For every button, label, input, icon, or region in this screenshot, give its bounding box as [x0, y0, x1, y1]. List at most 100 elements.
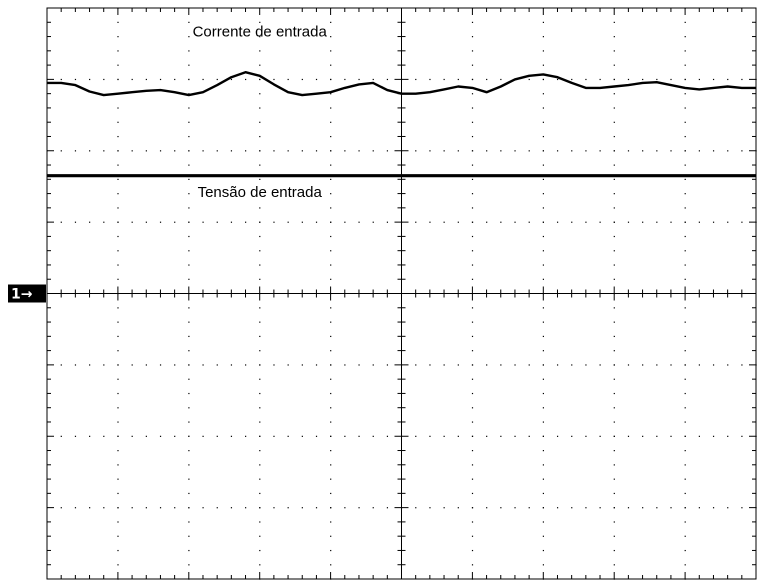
grid-dot [344, 78, 346, 81]
grid-dot [471, 435, 474, 437]
grid-dot [542, 64, 544, 66]
grid-dot [74, 435, 77, 437]
grid-dot [471, 36, 474, 38]
grid-dot [542, 564, 544, 566]
grid-dot [727, 364, 729, 366]
grid-dot [642, 435, 644, 437]
grid-dot [755, 150, 757, 152]
grid-dot [230, 78, 233, 81]
grid-dot [188, 21, 190, 23]
grid-dot [599, 435, 601, 437]
grid-dot [60, 507, 62, 509]
grid-dot [670, 150, 672, 152]
grid-dot [542, 378, 544, 380]
grid-dot [117, 164, 119, 166]
grid-dot [429, 364, 431, 366]
grid-dot [188, 364, 190, 366]
grid-dot [684, 521, 686, 523]
grid-dot [684, 564, 686, 566]
grid-dot [358, 435, 360, 437]
trace-label-input-current: Corrente de entrada [193, 24, 328, 41]
grid-dot [259, 221, 261, 223]
grid-dot [684, 78, 686, 81]
grid-dot [556, 435, 559, 437]
grid-dot [230, 507, 233, 509]
grid-dot [117, 407, 119, 409]
grid-dot [613, 307, 615, 309]
grid-dot [330, 64, 332, 66]
grid-dot [571, 507, 573, 509]
grid-dot [188, 492, 190, 495]
grid-dot [216, 150, 218, 152]
grid-dot [415, 78, 417, 81]
grid-dot [344, 150, 346, 152]
grid-dot [627, 364, 630, 366]
grid-dot [741, 435, 743, 437]
grid-dot [117, 350, 119, 352]
grid-dot [613, 278, 615, 280]
grid-dot [188, 564, 190, 566]
grid-dot [542, 50, 544, 52]
grid-dot [330, 364, 332, 366]
grid-dot [315, 150, 318, 152]
ground-marker-label: 1→ [11, 287, 33, 303]
grid-dot [188, 307, 190, 309]
grid-dot [613, 221, 615, 223]
grid-dot [202, 435, 204, 437]
grid-dot [684, 50, 686, 52]
grid-dot [471, 478, 474, 480]
grid-dot [684, 464, 686, 466]
grid-dot [330, 150, 332, 152]
grid-dot [471, 378, 474, 380]
grid-dot [174, 78, 176, 81]
grid-dot [670, 507, 672, 509]
grid-dot [103, 507, 105, 509]
grid-dot [74, 78, 77, 81]
grid-dot [514, 364, 516, 366]
grid-dot [188, 578, 190, 580]
grid-dot [202, 364, 204, 366]
grid-dot [684, 93, 686, 95]
grid-dot [386, 507, 389, 509]
grid-dot [330, 507, 332, 509]
grid-dot [159, 364, 162, 366]
grid-dot [471, 464, 474, 466]
grid-dot [755, 221, 757, 223]
grid-dot [230, 150, 233, 152]
grid-dot [542, 492, 544, 495]
grid-dot [684, 392, 686, 395]
grid-dot [259, 321, 261, 323]
grid-dot [74, 150, 77, 152]
grid-dot [443, 150, 445, 152]
grid-dot [117, 507, 119, 509]
grid-dot [471, 135, 474, 138]
grid-dot [259, 50, 261, 52]
grid-dot [514, 435, 516, 437]
grid-dot [471, 392, 474, 395]
grid-dot [259, 235, 261, 238]
grid-dot [117, 178, 119, 180]
grid-dot [259, 521, 261, 523]
grid-dot [330, 464, 332, 466]
grid-dot [117, 264, 119, 266]
grid-dot [670, 78, 672, 81]
grid-dot [259, 107, 261, 109]
grid-dot [188, 478, 190, 480]
grid-dot [684, 321, 686, 323]
grid-dot [613, 450, 615, 452]
grid-dot [500, 150, 502, 152]
grid-dot [188, 421, 190, 423]
grid-dot [500, 221, 502, 223]
grid-dot [159, 221, 162, 223]
grid-dot [259, 492, 261, 495]
grid-dot [131, 507, 133, 509]
grid-dot [627, 150, 630, 152]
grid-dot [613, 64, 615, 66]
grid-dot [117, 464, 119, 466]
grid-dot [358, 78, 360, 81]
grid-dot [174, 364, 176, 366]
grid-dot [613, 150, 615, 152]
grid-dot [259, 535, 261, 537]
grid-dot [315, 78, 318, 81]
grid-dot [287, 150, 289, 152]
